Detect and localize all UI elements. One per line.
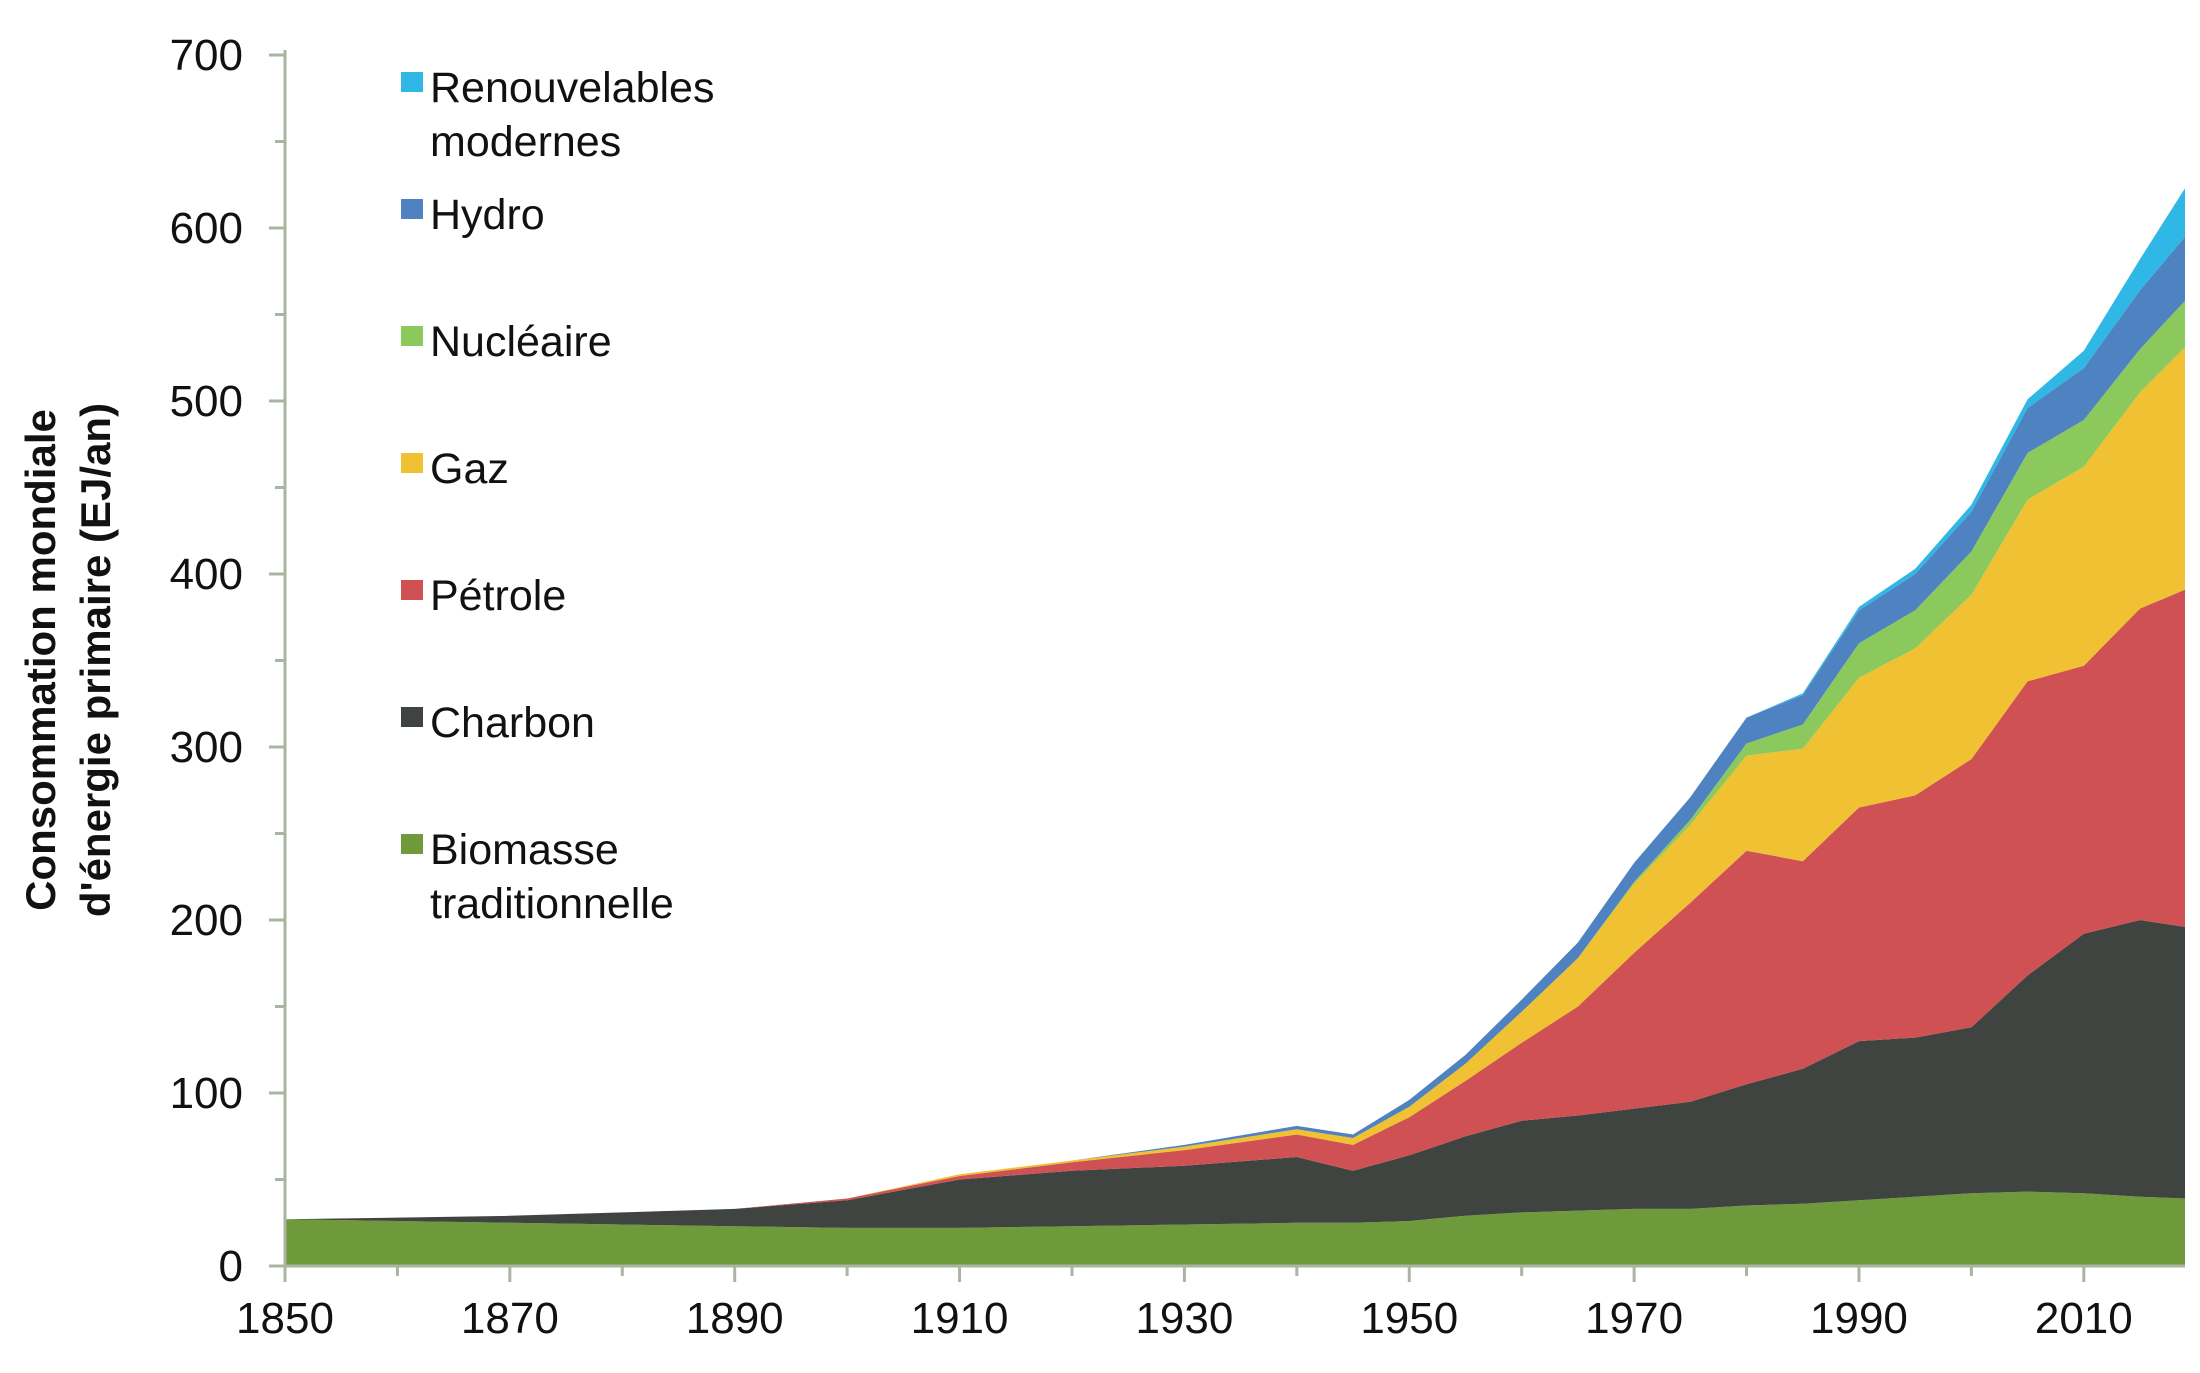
- legend-label: Renouvelables: [430, 64, 714, 112]
- area-series-0: [285, 1191, 2185, 1266]
- x-tick-label: 1970: [1585, 1294, 1683, 1343]
- y-tick-label: 400: [170, 550, 243, 599]
- area-series-3: [285, 347, 2185, 1220]
- legend-swatch: [401, 199, 423, 219]
- legend: Renouvelables modernes Hydro Nucléaire Gaz Pé…: [401, 64, 714, 928]
- legend-label: Gaz: [430, 445, 509, 493]
- legend-swatch: [401, 72, 423, 92]
- x-tick-label: 1910: [911, 1294, 1009, 1343]
- y-tick-label: 600: [170, 204, 243, 253]
- legend-label: Hydro: [430, 191, 545, 239]
- legend-swatch: [401, 453, 423, 473]
- y-tick-label: 700: [170, 31, 243, 80]
- legend-label: modernes: [430, 118, 621, 166]
- y-axis-title-line: d'énergie primaire (EJ/an): [72, 403, 119, 917]
- x-tick-label: 1950: [1360, 1294, 1458, 1343]
- x-tick-label: 1930: [1135, 1294, 1233, 1343]
- legend-label: Nucléaire: [430, 318, 612, 366]
- x-tick-label: 1850: [236, 1294, 334, 1343]
- x-tick-label: 1990: [1810, 1294, 1908, 1343]
- y-axis-title-line: Consommation mondiale: [17, 409, 64, 911]
- tick-labels: 0 100 200 300 400 500 600 700 1850 1870 1890 1910 19…: [170, 31, 2133, 1343]
- y-tick-label: 100: [170, 1069, 243, 1118]
- legend-label: Biomasse: [430, 826, 619, 874]
- axes: [269, 50, 2185, 1282]
- area-series-1: [285, 920, 2185, 1228]
- y-tick-label: 300: [170, 723, 243, 772]
- y-tick-label: 200: [170, 896, 243, 945]
- y-tick-label: 500: [170, 377, 243, 426]
- x-tick-label: 1890: [686, 1294, 784, 1343]
- x-tick-label: 2010: [2035, 1294, 2133, 1343]
- legend-swatch: [401, 326, 423, 346]
- stacked-areas: [285, 188, 2185, 1266]
- legend-swatch: [401, 834, 423, 854]
- x-tick-label: 1870: [461, 1294, 559, 1343]
- legend-label: Pétrole: [430, 572, 566, 620]
- area-series-2: [285, 589, 2185, 1220]
- legend-swatch: [401, 707, 423, 727]
- legend-swatch: [401, 580, 423, 600]
- y-tick-label: 0: [219, 1242, 243, 1291]
- legend-label: Charbon: [430, 699, 595, 747]
- y-axis-title: Consommation mondiale d'énergie primaire …: [17, 403, 119, 917]
- legend-label: traditionnelle: [430, 880, 674, 928]
